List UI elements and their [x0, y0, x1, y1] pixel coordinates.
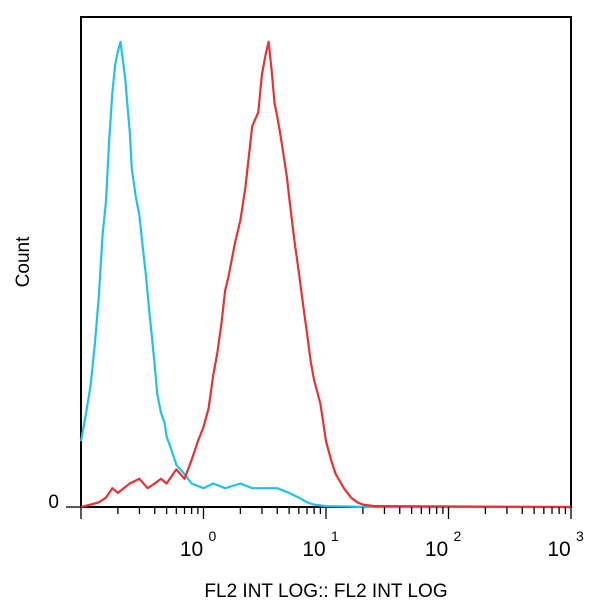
- x-tick-label: 10: [425, 538, 448, 561]
- y-tick-label: 0: [48, 492, 59, 513]
- series-line-1: [79, 40, 571, 509]
- plot-frame: [80, 16, 572, 508]
- y-axis: 0: [48, 492, 81, 513]
- x-tick-label: 10: [180, 538, 203, 561]
- x-tick-exponent: 2: [454, 528, 462, 544]
- series-line-2: [80, 40, 572, 509]
- x-tick-label: 10: [547, 538, 570, 561]
- x-axis-title: FL2 INT LOG:: FL2 INT LOG: [204, 581, 447, 602]
- y-axis-title: Count: [13, 236, 34, 287]
- x-tick-exponent: 0: [209, 528, 217, 544]
- x-tick-exponent: 1: [331, 528, 339, 544]
- series-layer: [79, 40, 572, 509]
- x-axis: 10 0 10 1 10 2 10 3: [80, 507, 584, 561]
- x-tick-exponent: 3: [576, 528, 584, 544]
- x-tick-label: 10: [302, 538, 325, 561]
